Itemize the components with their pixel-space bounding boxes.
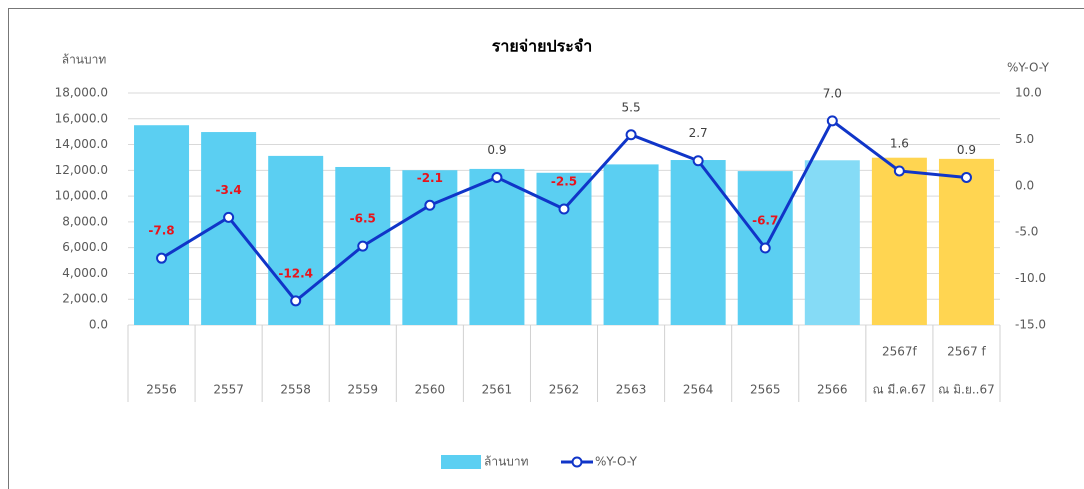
line-marker	[625, 129, 637, 141]
y2-axis-label: %Y-O-Y	[1007, 61, 1050, 75]
bar	[536, 172, 592, 325]
x-tick-label: 2564	[683, 383, 714, 397]
data-label: -2.1	[417, 171, 443, 185]
x-tick-label: 2561	[482, 383, 513, 397]
legend-label: ล้านบาท	[484, 455, 529, 469]
x-tick-label: 2562	[549, 383, 580, 397]
line-marker	[290, 295, 302, 307]
chart-title: รายจ่ายประจำ	[492, 37, 592, 56]
line-marker	[558, 203, 570, 215]
data-label: 7.0	[823, 86, 842, 100]
line-marker	[223, 211, 235, 223]
line-marker	[960, 171, 972, 183]
bar	[670, 160, 726, 325]
data-label: 0.9	[487, 143, 506, 157]
x-tick-label: 2559	[347, 383, 378, 397]
frame	[8, 8, 1084, 489]
y-tick-label: 4,000.0	[62, 266, 108, 280]
line-marker	[156, 252, 168, 264]
y2-tick-label: -5.0	[1015, 225, 1038, 239]
y-tick-label: 0.0	[89, 318, 108, 332]
data-label: 2.7	[689, 126, 708, 140]
data-label: -7.8	[148, 224, 174, 238]
bar	[469, 168, 525, 325]
x-tick-label: ณ มิ.ย..67	[938, 383, 995, 397]
line-marker	[826, 115, 838, 127]
legend-label: %Y-O-Y	[595, 455, 638, 469]
line-marker	[759, 242, 771, 254]
y-tick-label: 14,000.0	[55, 137, 108, 151]
line-marker	[491, 171, 503, 183]
x-tick-label: 2560	[415, 383, 446, 397]
x-tick-label: 2563	[616, 383, 647, 397]
bar	[938, 158, 994, 325]
x-tick-label: 2567 f	[947, 345, 986, 359]
data-label: -2.5	[551, 175, 577, 189]
y-tick-label: 12,000.0	[55, 163, 108, 177]
line-marker	[893, 165, 905, 177]
bar	[804, 160, 860, 325]
x-tick-label: 2565	[750, 383, 781, 397]
data-label: -3.4	[215, 183, 241, 197]
y2-tick-label: 5.0	[1015, 132, 1034, 146]
line-marker	[357, 240, 369, 252]
y-tick-label: 2,000.0	[62, 292, 108, 306]
y-tick-label: 18,000.0	[55, 86, 108, 100]
x-tick-label: 2556	[146, 383, 177, 397]
y-tick-label: 6,000.0	[62, 240, 108, 254]
y-axis-label: ล้านบาท	[62, 53, 107, 67]
x-tick-label: ณ มี.ค.67	[872, 383, 926, 397]
data-label: -12.4	[278, 266, 313, 280]
bar	[402, 170, 458, 325]
data-label: -6.5	[350, 212, 376, 226]
x-tick-label: 2558	[280, 383, 311, 397]
y2-tick-label: 10.0	[1015, 86, 1042, 100]
y-tick-label: 8,000.0	[62, 214, 108, 228]
y-tick-label: 10,000.0	[55, 189, 108, 203]
y-tick-label: 16,000.0	[55, 111, 108, 125]
x-tick-label: 2567f	[882, 345, 918, 359]
legend-marker	[571, 456, 583, 468]
bar	[603, 164, 659, 325]
y2-tick-label: -15.0	[1015, 318, 1046, 332]
x-tick-label: 2557	[213, 383, 244, 397]
data-label: 5.5	[622, 100, 641, 114]
bar	[871, 157, 927, 325]
line-marker	[424, 199, 436, 211]
line-marker	[692, 155, 704, 167]
data-label: -6.7	[752, 213, 778, 227]
data-label: 1.6	[890, 136, 909, 150]
x-tick-label: 2566	[817, 383, 848, 397]
y2-tick-label: 0.0	[1015, 178, 1034, 192]
data-label: 0.9	[957, 143, 976, 157]
bar	[134, 125, 190, 325]
y2-tick-label: -10.0	[1015, 271, 1046, 285]
legend-swatch	[441, 455, 481, 469]
